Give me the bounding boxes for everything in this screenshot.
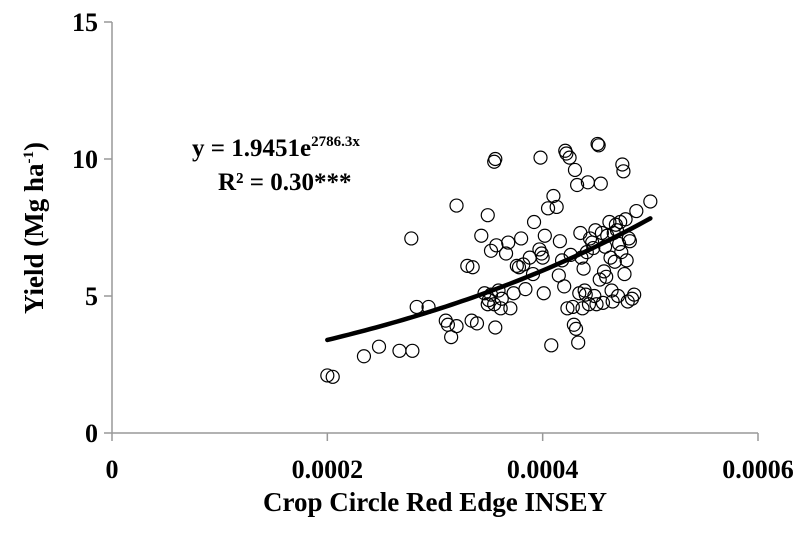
data-point [449,198,464,213]
y-axis-title-main: Yield (Mg ha [19,163,49,314]
data-point [568,321,584,336]
data-point [501,235,516,250]
data-point [562,150,577,165]
equation-exponent: 2786.3x [311,134,360,150]
data-point [480,208,495,223]
y-tick-label: 5 [85,282,98,311]
data-point [440,317,456,332]
data-point [460,258,475,273]
data-point [588,223,603,238]
data-point [392,343,407,358]
data-point [614,245,629,260]
data-point [503,301,518,316]
trendline [325,216,653,343]
data-point [573,225,588,241]
data-point [599,269,614,284]
data-point [537,228,552,243]
y-axis-title-sup: -1 [21,151,37,164]
data-point [607,254,622,269]
data-point [619,253,634,268]
equation-line-2: R² = 0.30*** [218,169,352,196]
data-point [552,234,567,249]
data-point [595,295,611,310]
data-point [565,299,580,315]
data-point [578,287,593,302]
x-axis-ticks: 0 0.0002 0.0004 0.0006 [106,433,794,484]
x-tick-label: 0.0004 [507,455,579,484]
data-point [629,203,644,219]
data-point [465,260,480,275]
data-point [409,299,424,315]
data-point [518,282,533,297]
data-point [493,301,508,316]
data-point [559,146,574,161]
data-point [474,228,489,243]
data-points [320,136,658,384]
y-axis-title: Yield (Mg ha-1) [19,142,49,314]
data-point [449,319,464,334]
data-point [488,320,503,335]
data-point [605,294,620,309]
data-point [576,261,591,276]
data-point [405,343,420,358]
data-point [627,287,642,302]
data-point [509,258,524,273]
y-axis-ticks: 0 5 10 15 [72,8,112,448]
data-point [404,231,419,246]
data-point [320,368,335,383]
data-point [643,194,658,209]
data-point [535,250,550,265]
data-point [325,369,340,384]
y-tick-label: 10 [72,145,98,174]
data-point [617,266,632,282]
data-point [488,151,503,167]
data-point [511,260,527,275]
equation-base: y = 1.9451e [192,135,311,162]
data-point [506,286,521,301]
data-point [593,176,608,191]
data-point [618,212,633,227]
y-tick-label: 15 [72,8,98,37]
data-point [483,243,499,258]
data-point [592,272,607,287]
data-point [570,177,585,193]
data-point [549,199,564,215]
data-point [469,316,485,331]
data-point [498,246,514,261]
x-tick-label: 0.0002 [292,455,364,484]
data-point [587,288,602,304]
data-point [371,339,387,354]
data-point [590,136,605,152]
data-point [536,286,551,301]
data-point [533,150,548,165]
equation-line-1: y = 1.9451e2786.3x [192,134,360,162]
y-tick-label: 0 [85,419,98,448]
data-point [571,335,586,350]
data-point [616,164,631,179]
data-point [540,201,556,216]
data-point [494,291,509,306]
data-point [622,234,637,249]
data-point [591,138,606,153]
data-point [586,240,601,256]
data-point [560,301,575,316]
x-axis-title: Crop Circle Red Edge INSEY [263,487,607,517]
y-axis-title-close: ) [19,142,49,151]
data-point [615,157,630,172]
data-point [567,162,583,178]
x-tick-label: 0.0006 [722,455,794,484]
data-point [356,349,372,364]
data-point [544,338,559,353]
data-point [526,214,542,230]
data-point [589,297,604,312]
data-point [581,297,597,312]
data-point [557,279,572,294]
data-point [514,231,529,246]
x-tick-label: 0 [106,455,119,484]
data-point [546,188,561,204]
